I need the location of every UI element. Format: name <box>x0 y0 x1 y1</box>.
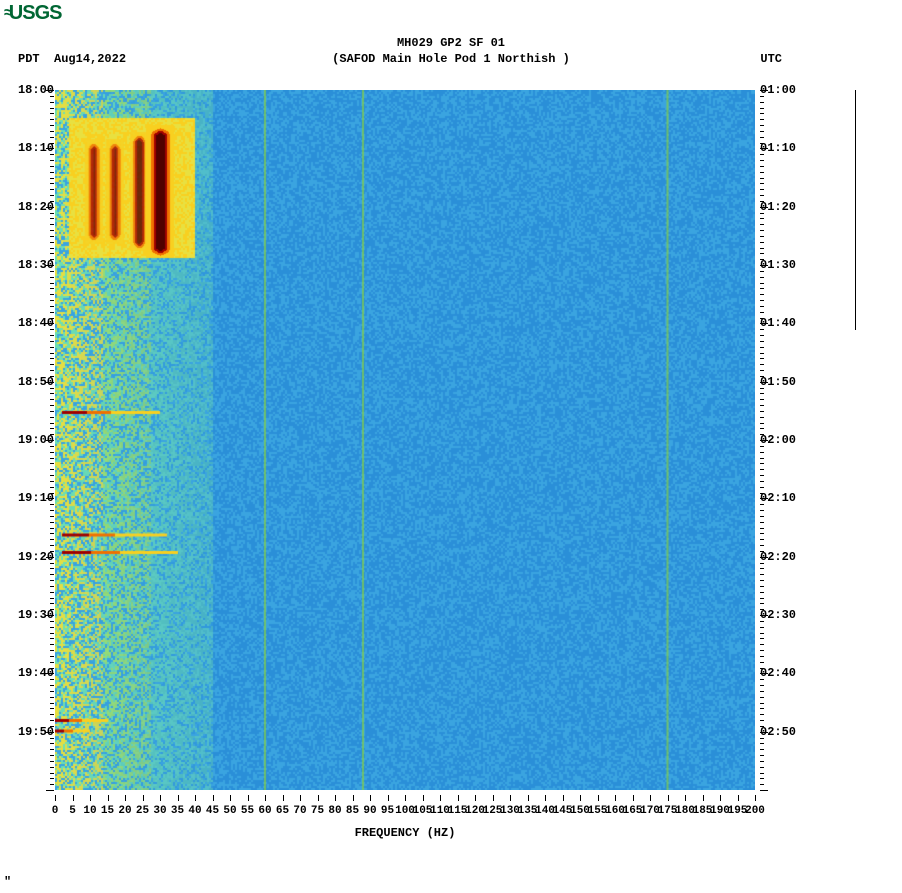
chart-title: MH029 GP2 SF 01 <box>0 36 902 50</box>
x-tick-label: 20 <box>118 805 131 817</box>
x-tick-label: 95 <box>381 805 394 817</box>
x-tick-label: 65 <box>276 805 289 817</box>
footnote-mark: " <box>4 875 11 889</box>
spectrogram-plot <box>55 90 755 790</box>
colorbar <box>855 90 856 330</box>
x-tick-label: 75 <box>311 805 324 817</box>
tz-left: PDT <box>18 52 40 66</box>
x-tick-label: 25 <box>136 805 149 817</box>
x-tick-label: 40 <box>188 805 201 817</box>
date-label: Aug14,2022 <box>54 52 126 66</box>
x-tick-label: 85 <box>346 805 359 817</box>
x-tick-label: 10 <box>83 805 96 817</box>
x-tick-label: 45 <box>206 805 219 817</box>
x-tick-label: 15 <box>101 805 114 817</box>
x-tick-label: 60 <box>258 805 271 817</box>
timezone-left-label: PDT Aug14,2022 <box>18 52 126 66</box>
timezone-right-label: UTC <box>760 52 782 66</box>
x-tick-label: 35 <box>171 805 184 817</box>
x-axis-title: FREQUENCY (HZ) <box>55 826 755 840</box>
x-tick-label: 30 <box>153 805 166 817</box>
x-tick-label: 80 <box>328 805 341 817</box>
x-tick-label: 70 <box>293 805 306 817</box>
x-tick-label: 5 <box>69 805 76 817</box>
x-tick-label: 0 <box>52 805 59 817</box>
x-tick-label: 55 <box>241 805 254 817</box>
x-tick-label: 200 <box>745 805 765 817</box>
y-axis-right: 01:0001:1001:2001:3001:4001:5002:0002:10… <box>760 90 810 790</box>
spectrogram-canvas <box>55 90 755 790</box>
usgs-logo: ≈USGS <box>4 2 61 25</box>
x-tick-label: 50 <box>223 805 236 817</box>
y-axis-left: 18:0018:1018:2018:3018:4018:5019:0019:10… <box>4 90 54 790</box>
logo-text: USGS <box>9 2 62 24</box>
x-tick-label: 90 <box>363 805 376 817</box>
